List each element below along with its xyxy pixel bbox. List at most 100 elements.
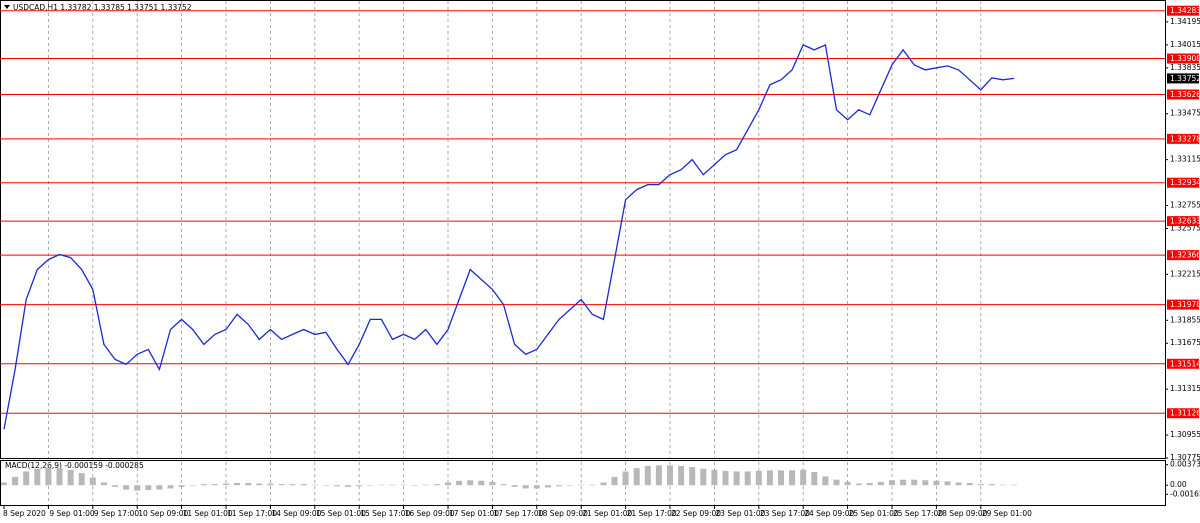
macd-bar xyxy=(944,481,951,486)
level-label: 1.34283 xyxy=(1170,6,1200,15)
macd-bar xyxy=(311,484,318,486)
macd-bar xyxy=(522,485,529,489)
macd-bar xyxy=(12,476,19,486)
x-tick-label: 23 Sep 17:00 xyxy=(760,509,810,518)
macd-bar xyxy=(500,484,507,486)
macd-bar xyxy=(433,484,440,486)
x-tick-label: 14 Sep 09:00 xyxy=(271,509,321,518)
y-tick-label: 1.34195 xyxy=(1170,17,1200,26)
macd-bar xyxy=(167,485,174,489)
macd-bar xyxy=(145,485,152,491)
macd-bar xyxy=(245,483,252,486)
macd-bar xyxy=(533,485,540,489)
x-tick-label: 29 Sep 01:00 xyxy=(982,509,1032,518)
last-price-label: 1.33752 xyxy=(1170,74,1200,83)
macd-bar xyxy=(89,477,96,486)
menu-triangle xyxy=(4,5,10,9)
last-price-box xyxy=(1167,73,1199,84)
level-label-box xyxy=(1167,216,1199,227)
x-tick-label: 21 Sep 01:00 xyxy=(582,509,632,518)
level-label-box xyxy=(1167,5,1199,16)
level-label: 1.33278 xyxy=(1170,134,1200,143)
y-tick-label: 1.31675 xyxy=(1170,338,1200,347)
y-tick-label: 1.31855 xyxy=(1170,315,1200,324)
macd-bar xyxy=(23,471,30,486)
macd-bar xyxy=(600,482,607,486)
x-tick-label: 24 Sep 09:00 xyxy=(804,509,854,518)
macd-bar xyxy=(744,471,751,486)
macd-bar xyxy=(300,484,307,486)
macd-bar xyxy=(789,470,796,486)
macd-bar xyxy=(456,480,463,486)
y-tick-label: 1.30775 xyxy=(1170,453,1200,462)
y-tick-label: 0.00 xyxy=(1170,480,1187,489)
macd-bar xyxy=(977,484,984,486)
macd-bar xyxy=(112,485,118,487)
y-tick-label: -0.001652 xyxy=(1170,489,1200,498)
macd-bar xyxy=(211,484,218,486)
level-label-box xyxy=(1167,358,1199,369)
x-tick-label: 8 Sep 2020 xyxy=(3,509,46,518)
level-label-box xyxy=(1167,89,1199,100)
y-tick-label: 1.33835 xyxy=(1170,63,1200,72)
macd-bar xyxy=(289,484,296,486)
macd-bar xyxy=(67,469,74,486)
level-label: 1.33908 xyxy=(1170,54,1200,63)
macd-bar xyxy=(988,484,995,486)
y-tick-label: 1.33475 xyxy=(1170,109,1200,118)
macd-bar xyxy=(700,468,707,486)
x-tick-label: 25 Sep 17:00 xyxy=(893,509,943,518)
level-label-box xyxy=(1167,133,1199,144)
level-label: 1.32366 xyxy=(1170,251,1200,260)
macd-bar xyxy=(1000,484,1006,486)
chart-title: USDCAD,H1 1.33782 1.33785 1.33751 1.3375… xyxy=(13,3,192,12)
y-tick-label: 0.003732 xyxy=(1170,460,1200,469)
macd-bar xyxy=(933,480,940,486)
macd-bar xyxy=(755,470,762,486)
macd-bar xyxy=(556,485,562,487)
macd-bar xyxy=(322,485,329,486)
level-label: 1.31978 xyxy=(1170,300,1200,309)
macd-bar xyxy=(422,484,429,486)
x-tick-label: 18 Sep 09:00 xyxy=(538,509,588,518)
x-tick-label: 11 Sep 17:00 xyxy=(227,509,277,518)
macd-bar xyxy=(1,482,7,486)
macd-bar xyxy=(722,470,729,486)
x-tick-label: 17 Sep 17:00 xyxy=(493,509,543,518)
macd-bar xyxy=(156,485,163,490)
y-tick-label: 1.32215 xyxy=(1170,269,1200,278)
level-label-box xyxy=(1167,250,1199,261)
macd-bar xyxy=(56,468,63,486)
macd-bar xyxy=(78,473,85,486)
macd-bar xyxy=(544,485,551,488)
y-tick-label: 1.31315 xyxy=(1170,384,1200,393)
macd-title: MACD(12,26,9) -0.000159 -0.000285 xyxy=(5,461,144,470)
macd-bar xyxy=(367,485,374,486)
x-tick-label: 10 Sep 09:00 xyxy=(138,509,188,518)
macd-bar xyxy=(889,480,895,486)
macd-bar xyxy=(966,483,973,486)
x-tick-label: 25 Sep 01:00 xyxy=(849,509,899,518)
macd-bar xyxy=(189,485,196,486)
level-label: 1.32633 xyxy=(1170,217,1200,226)
y-tick-label: 1.32755 xyxy=(1170,201,1200,210)
macd-bar xyxy=(356,485,363,487)
macd-bar xyxy=(844,481,851,486)
macd-bar xyxy=(445,482,451,486)
y-tick-label: 1.32575 xyxy=(1170,223,1200,232)
macd-bar xyxy=(178,485,185,487)
macd-bar xyxy=(223,483,229,486)
y-tick-label: 1.33115 xyxy=(1170,155,1200,164)
macd-bar xyxy=(922,480,929,486)
level-label-box xyxy=(1167,53,1199,64)
price-line xyxy=(3,43,1015,430)
macd-bar xyxy=(678,465,685,486)
macd-bar xyxy=(822,476,829,486)
x-tick-label: 21 Sep 17:00 xyxy=(627,509,677,518)
macd-bar xyxy=(478,480,485,486)
level-label: 1.33626 xyxy=(1170,90,1200,99)
macd-bar xyxy=(877,481,884,486)
level-label: 1.32934 xyxy=(1170,178,1200,187)
macd-bar xyxy=(733,471,740,486)
